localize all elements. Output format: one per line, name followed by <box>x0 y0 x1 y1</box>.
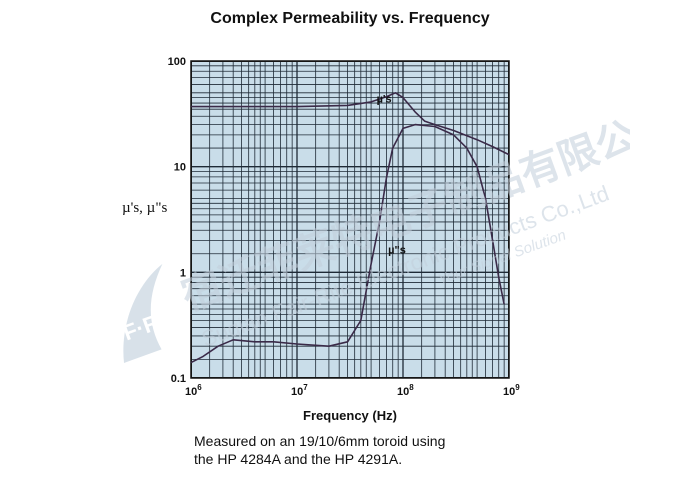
axis-tick-labels: 106 107 108 109 100 10 1 0.1 <box>168 56 521 398</box>
x-tick-label: 106 <box>185 383 202 398</box>
x-axis-label: Frequency (Hz) <box>303 408 397 423</box>
y-tick-label: 0.1 <box>171 373 186 385</box>
measurement-caption: Measured on an 19/10/6mm toroid using th… <box>194 432 534 468</box>
curve-annotations: µ's µ"s <box>377 94 406 257</box>
grid-lines <box>190 60 510 379</box>
curve-annotation: µ"s <box>388 244 406 256</box>
series-mu-prime <box>191 92 510 156</box>
caption-line-2: the HP 4284A and the HP 4291A. <box>194 451 403 467</box>
caption-line-1: Measured on an 19/10/6mm toroid using <box>194 433 446 449</box>
y-tick-label: 100 <box>168 56 186 68</box>
y-tick-label: 1 <box>180 267 186 279</box>
chart-title: Complex Permeability vs. Frequency <box>210 10 490 27</box>
y-axis-label: µ's, µ"s <box>122 200 168 216</box>
x-tick-label: 107 <box>291 383 308 398</box>
x-tick-label: 108 <box>397 383 414 398</box>
series-lines <box>190 92 510 364</box>
plot-frame <box>190 60 510 379</box>
x-tick-label: 109 <box>503 383 520 398</box>
curve-annotation: µ's <box>377 94 392 106</box>
series-mu-double-prime <box>190 123 505 364</box>
y-tick-label: 10 <box>174 162 186 174</box>
